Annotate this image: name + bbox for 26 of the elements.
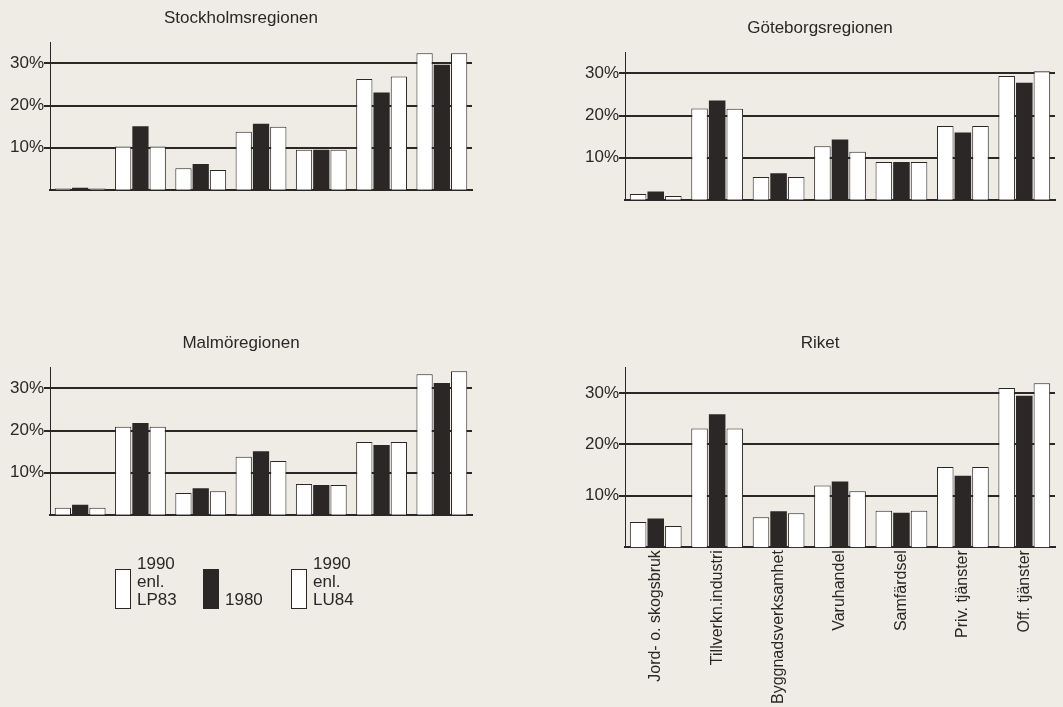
y-tick-label: 20% (9, 95, 45, 115)
legend-label: 1990 enl. LP83 (137, 554, 178, 609)
y-tick-label: 30% (584, 63, 620, 83)
y-tick-label: 10% (584, 147, 620, 167)
y-tick-label: 30% (584, 382, 620, 402)
y-tick-label: 10% (9, 137, 45, 157)
x-tick-label: Byggnadsverksamhet (768, 549, 786, 704)
legend-label: 1980 (225, 589, 264, 609)
y-tick-label: 20% (584, 434, 620, 454)
y-tick-label: 30% (9, 53, 45, 73)
x-tick-label: Jord- o. skogsbruk (646, 549, 664, 682)
y-tick-label: 20% (9, 420, 45, 440)
y-tick-label: 30% (9, 378, 45, 398)
chart-title: Göteborgsregionen (747, 17, 893, 37)
x-tick-label: Off. tjänster (1014, 549, 1032, 633)
x-tick-label: Tillverkn.industri (707, 550, 725, 666)
legend-label: 1990 enl. LU84 (313, 554, 355, 609)
y-tick-label: 10% (584, 485, 620, 505)
y-tick-label: 10% (9, 462, 45, 482)
y-tick-label: 20% (584, 105, 620, 125)
chart-title: Malmöregionen (182, 332, 300, 352)
chart-title: Riket (800, 332, 840, 352)
x-tick-label: Priv. tjänster (953, 549, 971, 638)
chart-title: Stockholmsregionen (163, 7, 319, 27)
x-tick-label: Samfärdsel (891, 550, 909, 632)
x-tick-label: Varuhandel (830, 550, 848, 631)
